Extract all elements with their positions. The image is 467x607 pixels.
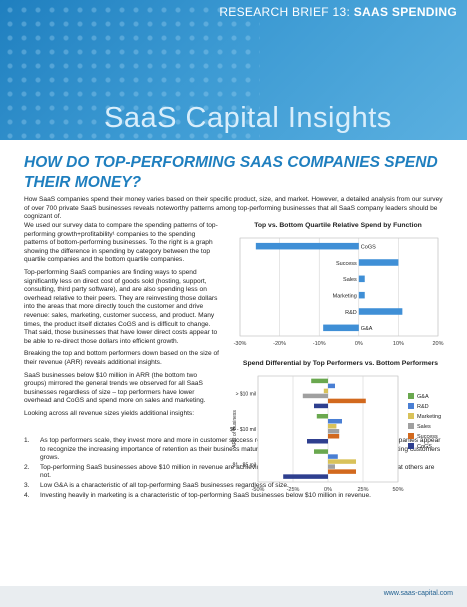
- spend-differential-chart: -50% -25% 0% 25% 50% ARR of Business > $10 mil…: [230, 375, 441, 493]
- bar: [328, 429, 340, 434]
- paragraph: SaaS businesses below $10 million in ARR…: [24, 371, 206, 405]
- bar: [328, 383, 335, 389]
- x-tick-label: 0%: [355, 341, 363, 347]
- insights-list: 1. As top performers scale, they invest m…: [24, 437, 444, 501]
- footer: www.saas-capital.com: [0, 586, 467, 607]
- body-column: We used our survey data to compare the s…: [24, 222, 220, 422]
- x-tick-label: 0%: [324, 487, 332, 493]
- x-tick-label: 50%: [392, 487, 403, 493]
- paragraph: Breaking the top and bottom performers d…: [24, 350, 219, 366]
- bar: [328, 398, 366, 404]
- bar: [328, 464, 335, 469]
- page-title: HOW DO TOP-PERFORMING SAAS COMPANIES SPE…: [24, 154, 438, 191]
- bar: [328, 423, 337, 429]
- list-item: 3. Low G&A is a characteristic of all top…: [24, 481, 289, 489]
- bar: [314, 403, 328, 409]
- legend-label: Marketing: [417, 414, 441, 420]
- category-label: $5 - $10 mil: [230, 427, 256, 433]
- category-label: $1 - $5 mil: [233, 462, 256, 468]
- footer-url[interactable]: www.saas-capital.com: [383, 590, 453, 597]
- plot-area: [239, 237, 439, 337]
- paragraph: Top-performing SaaS companies are findin…: [24, 268, 218, 345]
- bar: [358, 291, 365, 299]
- relative-spend-chart: -30% -20% -10% 0% 10% 20% CoGS Success Sales Mark…: [234, 237, 444, 347]
- x-tick-label: -20%: [273, 341, 286, 347]
- chart1-title: Top vs. Bottom Quartile Relative Spend b…: [254, 222, 422, 229]
- bar: [328, 454, 338, 459]
- legend-label: Sales: [417, 424, 431, 430]
- bar: [314, 449, 328, 454]
- legend-swatch: [408, 443, 414, 449]
- intro-paragraph: How SaaS companies spend their money var…: [24, 196, 443, 221]
- legend-swatch: [408, 423, 414, 429]
- category-label: > $10 mil: [236, 392, 256, 398]
- x-tick-label: 25%: [357, 487, 368, 493]
- bar: [328, 418, 342, 424]
- x-tick-label: -30%: [234, 341, 247, 347]
- chart2-title: Spend Differential by Top Performers vs.…: [242, 360, 439, 367]
- bar: [255, 242, 359, 250]
- brand-title: SaaS Capital Insights: [104, 102, 392, 134]
- category-label: Marketing: [333, 293, 357, 299]
- legend-swatch: [408, 433, 414, 439]
- list-item: 1. As top performers scale, they invest m…: [24, 437, 441, 462]
- bar: [358, 275, 365, 283]
- bar: [311, 378, 328, 384]
- list-item: 4. Investing heavily in marketing is a ch…: [24, 491, 371, 499]
- paragraph: Looking across all revenue sizes yields …: [24, 409, 195, 417]
- legend-label: R&D: [417, 404, 429, 410]
- bar: [323, 388, 328, 394]
- category-label: CoGS: [361, 244, 376, 250]
- category-label: G&A: [361, 326, 373, 332]
- legend-swatch: [408, 393, 414, 399]
- x-tick-label: 10%: [393, 341, 404, 347]
- legend-label: G&A: [417, 394, 429, 400]
- header-banner: RESEARCH BRIEF 13: SAAS SPENDING SaaS Ca…: [0, 0, 467, 140]
- bar: [358, 259, 399, 266]
- x-tick-label: -10%: [313, 341, 326, 347]
- bar: [307, 439, 328, 444]
- y-axis-label: ARR of Business: [232, 410, 238, 448]
- legend-label: CoGS: [417, 444, 432, 450]
- bar: [328, 469, 356, 474]
- bar: [323, 324, 359, 332]
- hex-pattern: [0, 0, 260, 140]
- bar: [328, 434, 340, 439]
- category-label: Success: [336, 261, 357, 267]
- bar: [358, 308, 403, 315]
- x-tick-label: 20%: [432, 341, 443, 347]
- legend-swatch: [408, 413, 414, 419]
- category-label: Sales: [343, 277, 357, 283]
- list-item: 2. Top-performing SaaS businesses above $…: [24, 463, 435, 480]
- legend-swatch: [408, 403, 414, 409]
- bar: [283, 474, 328, 479]
- legend-label: Success: [417, 434, 438, 440]
- bar: [316, 413, 328, 419]
- research-brief-label: RESEARCH BRIEF 13: SAAS SPENDING: [219, 5, 457, 19]
- bar: [328, 459, 356, 464]
- category-label: R&D: [345, 310, 357, 316]
- x-tick-label: -50%: [252, 487, 265, 493]
- x-tick-label: -25%: [287, 487, 300, 493]
- paragraph: We used our survey data to compare the s…: [24, 222, 218, 264]
- bar: [302, 393, 328, 399]
